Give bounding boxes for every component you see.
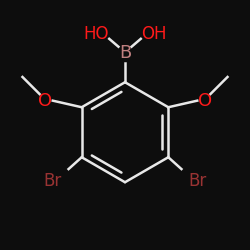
Text: Br: Br [188,172,206,190]
Text: Br: Br [44,172,62,190]
Text: B: B [119,44,131,62]
Text: O: O [38,92,52,110]
Text: O: O [198,92,212,110]
Text: HO: HO [83,24,109,42]
Text: OH: OH [141,24,167,42]
